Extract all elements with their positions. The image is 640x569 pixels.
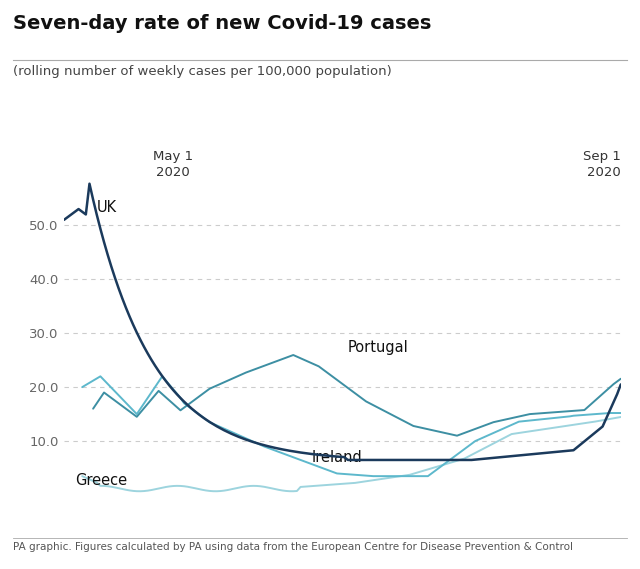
Text: Seven-day rate of new Covid-19 cases: Seven-day rate of new Covid-19 cases <box>13 14 431 33</box>
Text: PA graphic. Figures calculated by PA using data from the European Centre for Dis: PA graphic. Figures calculated by PA usi… <box>13 542 573 552</box>
Text: Greece: Greece <box>75 473 127 488</box>
Text: May 1
2020: May 1 2020 <box>153 150 193 179</box>
Text: Ireland: Ireland <box>312 450 362 464</box>
Text: (rolling number of weekly cases per 100,000 population): (rolling number of weekly cases per 100,… <box>13 65 392 79</box>
Text: Sep 1
2020: Sep 1 2020 <box>583 150 621 179</box>
Text: UK: UK <box>97 200 117 215</box>
Text: Portugal: Portugal <box>348 340 408 355</box>
